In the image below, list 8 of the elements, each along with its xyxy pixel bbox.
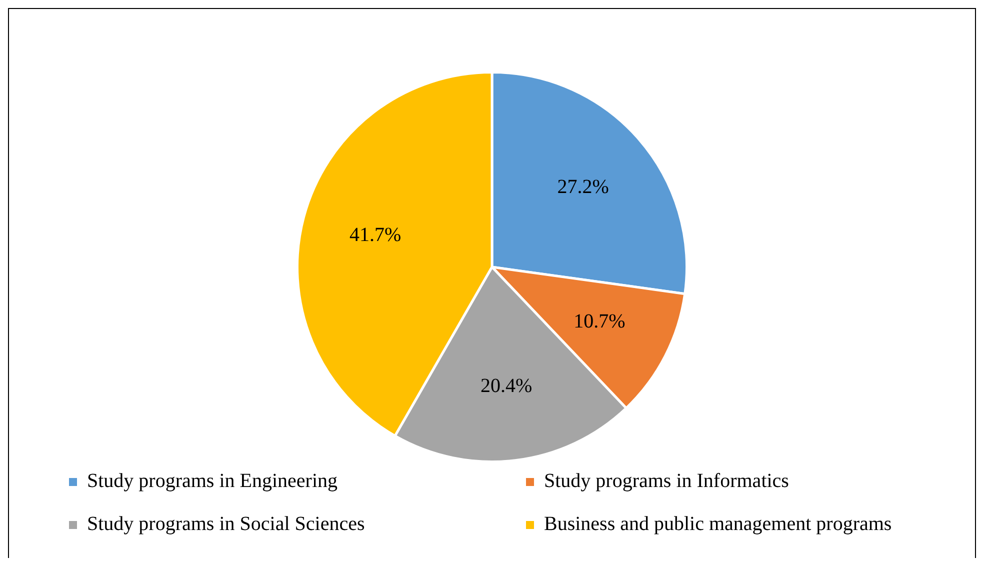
data-label: 10.7%: [574, 310, 626, 332]
legend-label: Study programs in Engineering: [87, 470, 338, 493]
data-label: 41.7%: [350, 224, 402, 246]
legend-label: Study programs in Social Sciences: [87, 513, 365, 536]
data-label: 27.2%: [557, 176, 609, 198]
legend-label: Study programs in Informatics: [544, 470, 789, 493]
legend-label: Business and public management programs: [544, 513, 892, 536]
data-label: 20.4%: [480, 375, 532, 398]
